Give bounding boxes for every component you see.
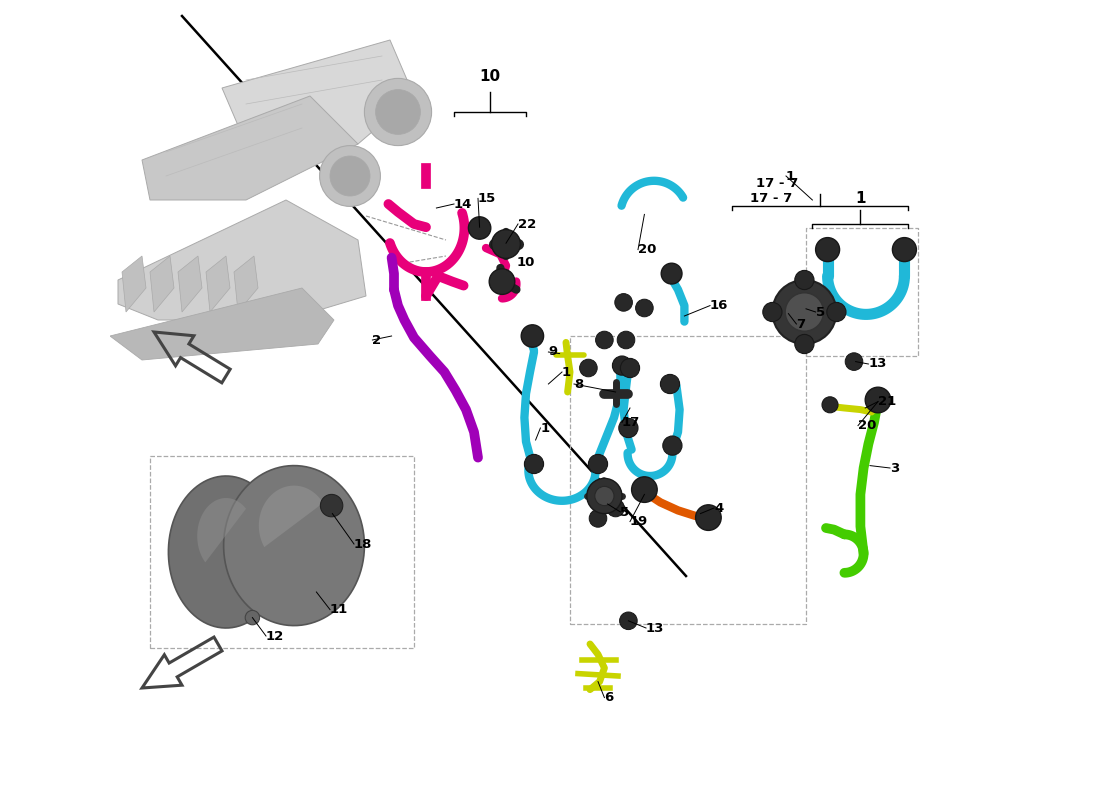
Polygon shape: [222, 40, 414, 144]
Text: 20: 20: [638, 243, 657, 256]
Text: 22: 22: [518, 218, 537, 230]
Polygon shape: [142, 96, 358, 200]
Circle shape: [785, 293, 824, 331]
Polygon shape: [206, 256, 230, 312]
Text: 13: 13: [868, 358, 887, 370]
Polygon shape: [223, 466, 364, 626]
Text: 15: 15: [478, 192, 496, 205]
Circle shape: [245, 610, 260, 625]
Text: 1: 1: [786, 170, 795, 182]
Text: 1: 1: [562, 366, 571, 378]
Circle shape: [580, 359, 597, 377]
Circle shape: [469, 217, 491, 239]
Circle shape: [866, 387, 891, 413]
Circle shape: [320, 494, 343, 517]
Circle shape: [607, 499, 625, 517]
Circle shape: [827, 302, 846, 322]
Circle shape: [663, 436, 682, 455]
Circle shape: [762, 302, 782, 322]
Circle shape: [375, 90, 420, 134]
Circle shape: [615, 294, 632, 311]
Text: 13: 13: [646, 622, 664, 634]
Text: 1: 1: [855, 191, 866, 206]
Polygon shape: [110, 288, 334, 360]
Circle shape: [617, 331, 635, 349]
Text: 5: 5: [815, 306, 825, 318]
Circle shape: [330, 156, 370, 196]
Circle shape: [619, 418, 638, 438]
Text: 17: 17: [621, 416, 640, 429]
Polygon shape: [258, 486, 323, 547]
Text: 14: 14: [454, 198, 472, 210]
Polygon shape: [178, 256, 202, 312]
Text: 11: 11: [330, 603, 349, 616]
Circle shape: [320, 146, 381, 206]
Polygon shape: [197, 498, 246, 562]
Text: 1: 1: [540, 422, 550, 434]
Text: 4: 4: [714, 502, 724, 514]
Polygon shape: [122, 256, 146, 312]
Circle shape: [892, 238, 916, 262]
Circle shape: [822, 397, 838, 413]
Text: 17 - 7: 17 - 7: [750, 192, 792, 205]
Circle shape: [795, 334, 814, 354]
Circle shape: [595, 331, 613, 349]
Polygon shape: [118, 200, 366, 320]
Text: 16: 16: [710, 299, 728, 312]
Polygon shape: [168, 476, 284, 628]
Circle shape: [590, 510, 607, 527]
Circle shape: [661, 263, 682, 284]
Polygon shape: [234, 256, 258, 312]
Text: 2: 2: [373, 334, 382, 346]
Text: 20: 20: [858, 419, 877, 432]
Circle shape: [845, 353, 862, 370]
Circle shape: [492, 230, 520, 258]
Circle shape: [660, 374, 680, 394]
Circle shape: [695, 505, 722, 530]
Circle shape: [795, 270, 814, 290]
Circle shape: [521, 325, 543, 347]
Circle shape: [586, 478, 622, 514]
Polygon shape: [150, 256, 174, 312]
Text: 3: 3: [890, 462, 900, 474]
Text: 8: 8: [574, 378, 583, 390]
Circle shape: [490, 269, 515, 294]
Circle shape: [772, 280, 836, 344]
Circle shape: [620, 358, 639, 378]
Circle shape: [631, 477, 657, 502]
Text: 10: 10: [516, 256, 535, 269]
Text: 7: 7: [796, 318, 805, 330]
Circle shape: [636, 299, 653, 317]
Circle shape: [619, 612, 637, 630]
Circle shape: [815, 238, 839, 262]
Text: 10: 10: [480, 69, 501, 84]
Text: 19: 19: [630, 515, 648, 528]
Text: 17 - 7: 17 - 7: [757, 178, 799, 190]
Circle shape: [525, 454, 543, 474]
Circle shape: [588, 454, 607, 474]
Text: 9: 9: [549, 346, 558, 358]
Circle shape: [364, 78, 431, 146]
Text: 6: 6: [604, 691, 614, 704]
Text: 18: 18: [354, 538, 373, 550]
Text: 12: 12: [266, 630, 284, 642]
Text: 5: 5: [620, 506, 629, 518]
Polygon shape: [250, 538, 278, 564]
Text: 21: 21: [878, 395, 896, 408]
Circle shape: [613, 356, 631, 375]
Circle shape: [595, 486, 614, 506]
